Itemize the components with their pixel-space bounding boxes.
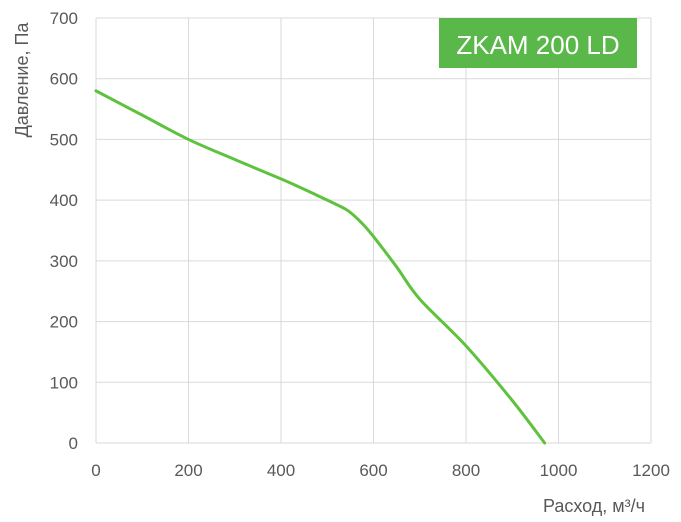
- x-tick-label: 400: [267, 461, 295, 480]
- y-tick-label: 600: [50, 70, 78, 89]
- x-tick-label: 0: [91, 461, 100, 480]
- y-tick-label: 200: [50, 313, 78, 332]
- x-tick-label: 1000: [540, 461, 578, 480]
- chart-title-badge: ZKAM 200 LD: [439, 18, 637, 68]
- y-axis-title: Давление, Па: [12, 22, 32, 138]
- grid-lines: [95, 17, 652, 444]
- x-tick-label: 200: [174, 461, 202, 480]
- y-tick-label: 700: [50, 9, 78, 28]
- series-layer: [94, 89, 547, 445]
- x-axis-title: Расход, м³/ч: [543, 496, 645, 516]
- y-tick-label: 100: [50, 373, 78, 392]
- chart-title: ZKAM 200 LD: [456, 30, 619, 60]
- series-line: [94, 89, 547, 445]
- x-tick-label: 800: [452, 461, 480, 480]
- title-badge-background: [439, 18, 637, 68]
- y-tick-label: 0: [69, 434, 78, 453]
- tick-labels: 0 100 200 300 400 500 600 700 0 200 400 600 800 1000 1…: [50, 9, 670, 480]
- y-tick-label: 500: [50, 130, 78, 149]
- y-tick-label: 300: [50, 252, 78, 271]
- x-tick-label: 1200: [632, 461, 670, 480]
- y-tick-label: 400: [50, 191, 78, 210]
- x-tick-label: 600: [359, 461, 387, 480]
